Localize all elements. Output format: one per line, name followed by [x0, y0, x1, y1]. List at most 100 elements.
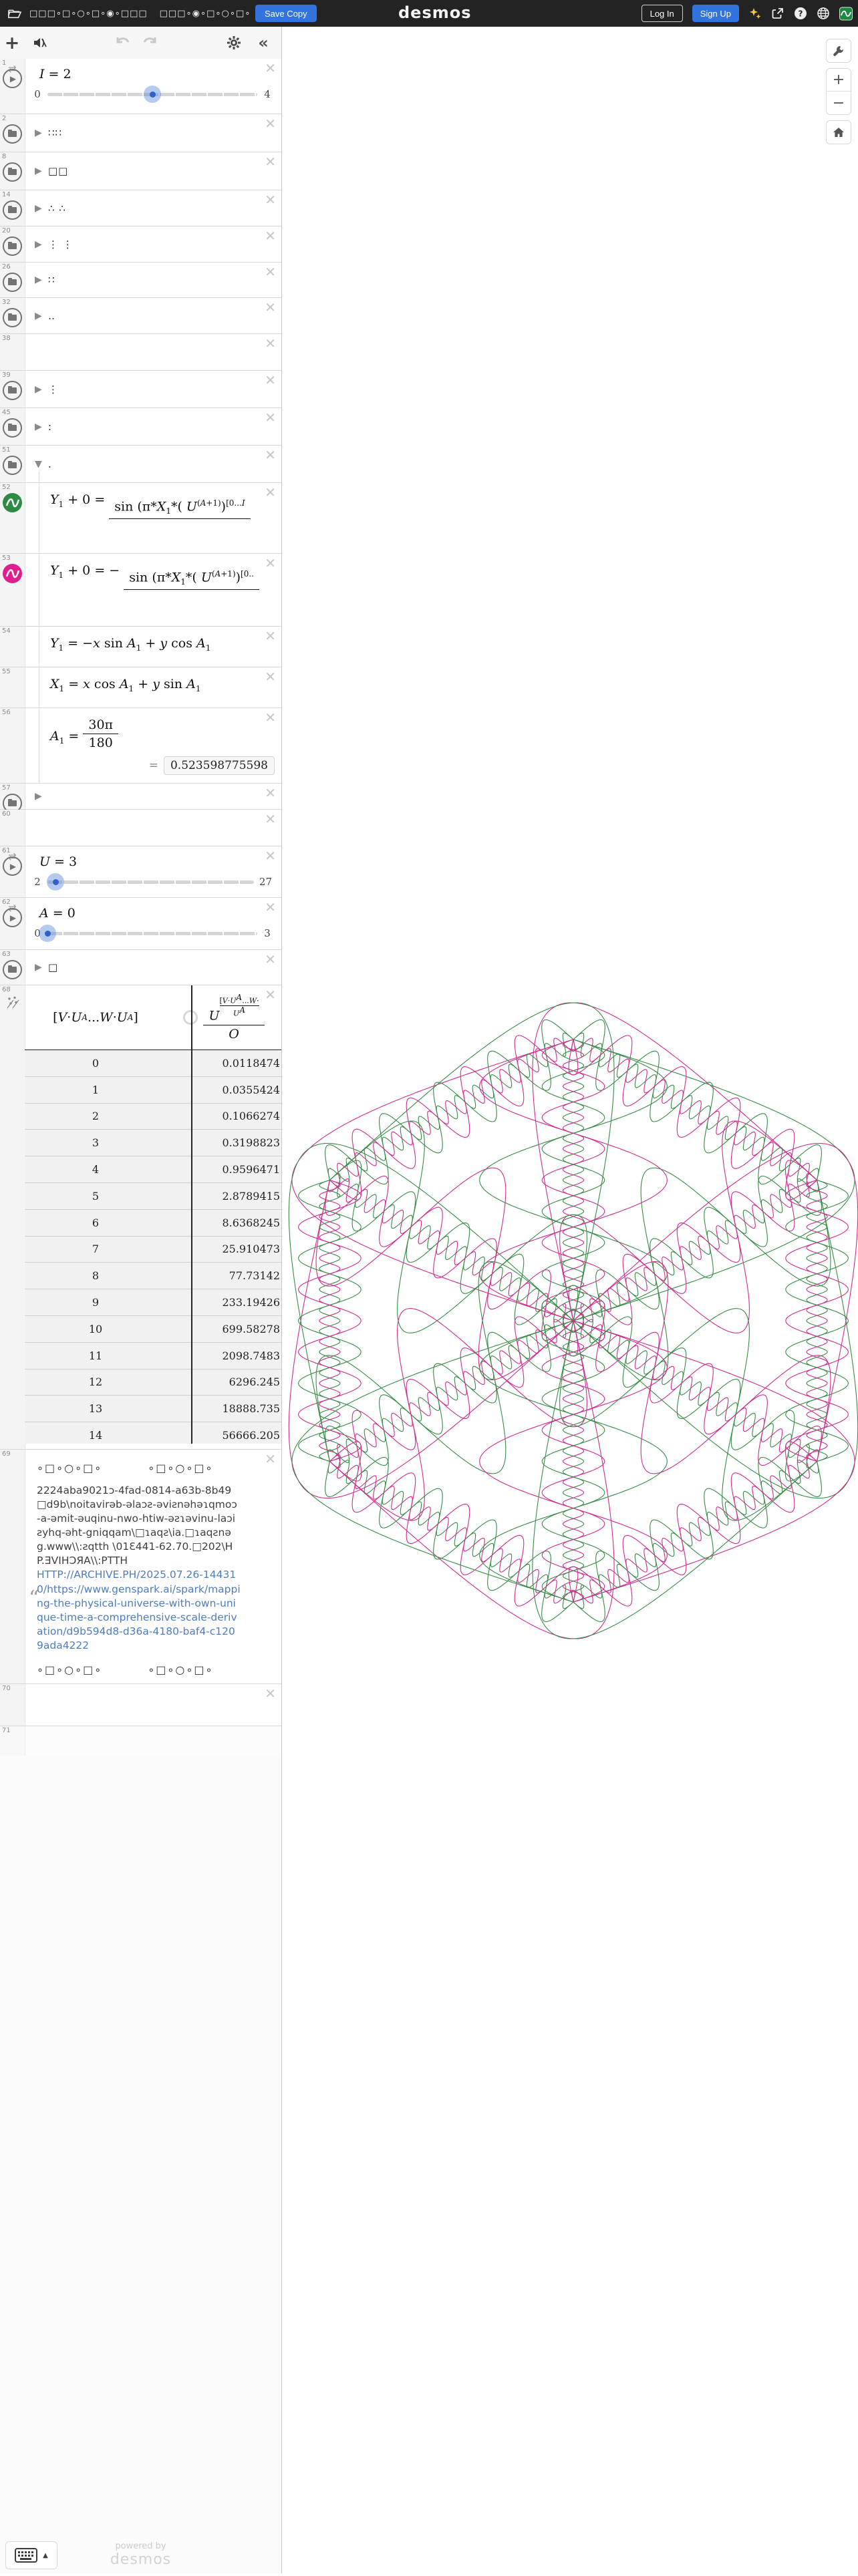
equation[interactable]: Y1 = −x sin A1 + y cos A1	[50, 636, 211, 653]
slider-min[interactable]: 0	[34, 88, 41, 100]
table-cell-x[interactable]: 4	[92, 1163, 100, 1176]
default-viewport-button[interactable]	[826, 120, 851, 144]
expression-gutter[interactable]: 62 ▶ ⇄	[0, 898, 25, 949]
folder-title[interactable]: □	[48, 961, 59, 973]
delete-expression-button[interactable]: ✕	[265, 811, 276, 827]
expression-gutter[interactable]: 38	[0, 334, 25, 370]
folder-icon[interactable]	[3, 236, 22, 256]
slider-min[interactable]: 0	[34, 927, 41, 939]
undo-icon[interactable]	[112, 32, 134, 53]
table-row[interactable]: 5 2.8789415	[25, 1182, 281, 1210]
table-row[interactable]: 8 77.73142	[25, 1263, 281, 1290]
graph-paper[interactable]: + −	[281, 27, 858, 2573]
expression-gutter[interactable]: 70	[0, 1684, 25, 1726]
curve-style-icon[interactable]	[3, 493, 22, 512]
expression-gutter[interactable]: 54	[0, 627, 25, 667]
expression-row-52[interactable]: 52 Y1 + 0 = sin (π*X1*( U(A+1))[0...I ✕	[0, 483, 281, 554]
folder-icon[interactable]	[3, 456, 22, 475]
delete-expression-button[interactable]: ✕	[265, 484, 276, 500]
zoom-in-button[interactable]: +	[827, 69, 851, 92]
table-cell-y[interactable]: 56666.205	[222, 1429, 280, 1442]
delete-expression-button[interactable]: ✕	[265, 848, 276, 864]
help-icon[interactable]: ?	[794, 7, 807, 20]
expression-gutter[interactable]: 56	[0, 708, 25, 783]
delete-expression-button[interactable]: ✕	[265, 372, 276, 388]
expression-row-53[interactable]: 53 Y1 + 0 = − sin (π*X1*( U(A+1))[0.. ✕	[0, 554, 281, 627]
table-row[interactable]: 10 699.58278	[25, 1315, 281, 1343]
folder-collapsed-icon[interactable]: ▶	[35, 166, 42, 176]
table-cell-x[interactable]: 9	[92, 1296, 100, 1309]
table-column2-header[interactable]: U [V·UA...W· UA O	[166, 985, 281, 1050]
delete-expression-button[interactable]: ✕	[265, 555, 276, 571]
table-row[interactable]: 13 18888.735	[25, 1396, 281, 1423]
equation[interactable]: Y1 + 0 = sin (π*X1*( U(A+1))[0...I	[25, 483, 281, 527]
delete-expression-button[interactable]: ✕	[265, 1685, 276, 1702]
table-icon[interactable]	[5, 995, 20, 1010]
table-cell-x[interactable]: 6	[92, 1216, 100, 1229]
open-folder-icon[interactable]	[8, 7, 21, 20]
equation[interactable]: A1 = 30π 180	[25, 708, 281, 750]
graph-settings-button[interactable]	[826, 39, 851, 63]
delete-expression-button[interactable]: ✕	[265, 628, 276, 644]
save-copy-button[interactable]: Save Copy	[255, 5, 317, 22]
expression-gutter[interactable]: 63	[0, 950, 25, 985]
table-cell-x[interactable]: 13	[88, 1402, 103, 1416]
expression-row-63[interactable]: 63 ▶ □ ✕	[0, 950, 281, 985]
folder-title[interactable]: ⋮ ⋮	[48, 238, 74, 251]
expression-row-38[interactable]: 38 ✕	[0, 334, 281, 371]
delete-expression-button[interactable]: ✕	[265, 192, 276, 208]
table-cell-y[interactable]: 0.1066274	[222, 1110, 280, 1123]
folder-collapsed-icon[interactable]: ▶	[35, 238, 42, 250]
slider-max[interactable]: 3	[264, 927, 271, 939]
expression-row-70[interactable]: 70 ✕	[0, 1684, 281, 1726]
slider-label[interactable]: U = 3	[39, 854, 78, 869]
document-title[interactable]: □□□∘□∘○∘□∘◉∘□□□□□□∘◉∘□∘○∘□∘□...	[29, 8, 250, 19]
table-cell-y[interactable]: 6296.245	[229, 1376, 280, 1389]
expression-gutter[interactable]: 69	[0, 1450, 25, 1683]
expression-row-62[interactable]: 62 ▶ ⇄ A = 0 0 3 ✕	[0, 898, 281, 950]
language-globe-icon[interactable]	[817, 7, 830, 20]
expression-row-60[interactable]: 60 ✕	[0, 810, 281, 846]
table-cell-y[interactable]: 18888.735	[222, 1402, 280, 1416]
folder-title[interactable]: .	[48, 458, 52, 470]
expression-row-2[interactable]: 2 ▶ ∷∷ ✕	[0, 114, 281, 152]
expression-gutter[interactable]: 26	[0, 263, 25, 297]
expression-gutter[interactable]: 68	[0, 985, 25, 1449]
delete-expression-button[interactable]: ✕	[265, 410, 276, 426]
slider-max[interactable]: 27	[259, 876, 272, 888]
expression-gutter[interactable]: 61 ▶ ⇄	[0, 846, 25, 897]
expression-gutter[interactable]: 51	[0, 446, 25, 482]
expression-gutter[interactable]: 2	[0, 114, 25, 152]
table-cell-y[interactable]: 0.0355424	[222, 1083, 280, 1096]
folder-collapsed-icon[interactable]: ▶	[35, 383, 42, 395]
folder-icon[interactable]	[3, 960, 22, 979]
delete-expression-button[interactable]: ✕	[265, 299, 276, 315]
expression-gutter[interactable]: 32	[0, 298, 25, 333]
table-cell-y[interactable]: 77.73142	[229, 1269, 280, 1283]
table-cell-x[interactable]: 5	[92, 1189, 100, 1202]
slider-handle[interactable]	[39, 925, 56, 942]
delete-expression-button[interactable]: ✕	[265, 154, 276, 170]
folder-collapsed-icon[interactable]: ▶	[35, 421, 42, 432]
expression-row-20[interactable]: 20 ▶ ⋮ ⋮ ✕	[0, 226, 281, 263]
expression-row-51[interactable]: 51 ▼ . ✕	[0, 446, 281, 483]
table-row[interactable]: 12 6296.245	[25, 1369, 281, 1396]
sign-up-button[interactable]: Sign Up	[692, 5, 739, 22]
slider-track[interactable]	[39, 925, 257, 942]
folder-collapsed-icon[interactable]: ▶	[35, 962, 42, 973]
folder-icon[interactable]	[3, 381, 22, 400]
expression-gutter[interactable]: 1 ▶ ⇄	[0, 59, 25, 114]
folder-collapsed-icon[interactable]: ▶	[35, 791, 42, 802]
settings-gear-icon[interactable]	[223, 32, 245, 53]
folder-expanded-icon[interactable]: ▼	[35, 458, 42, 470]
table-cell-x[interactable]: 2	[92, 1110, 100, 1123]
expression-gutter[interactable]: 45	[0, 408, 25, 445]
curve-style-icon[interactable]	[3, 564, 22, 583]
expression-row-55[interactable]: 55 X1 = x cos A1 + y sin A1 ✕	[0, 667, 281, 708]
equation[interactable]: Y1 + 0 = − sin (π*X1*( U(A+1))[0..	[25, 554, 281, 598]
expression-gutter[interactable]: 55	[0, 667, 25, 707]
table-cell-y[interactable]: 25.910473	[222, 1243, 280, 1256]
